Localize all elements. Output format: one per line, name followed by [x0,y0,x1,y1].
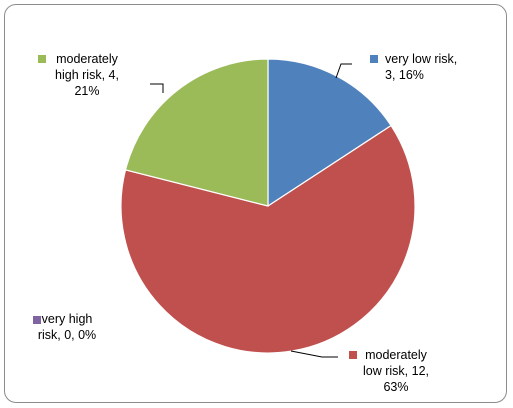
legend-key-marker [370,55,378,63]
legend-key-marker [38,55,46,63]
pie-slice-very-low-risk [267,58,392,208]
data-label-very-low-risk: very low risk, 3, 16% [385,52,457,82]
data-label-moderately-low-risk: moderately low risk, 12, 63% [363,348,429,394]
leader-line [150,83,164,93]
legend-key-marker [349,351,357,359]
leader-line [335,63,352,79]
leader-line [290,350,338,358]
pie-slice-moderately-high-risk [124,58,269,207]
legend-key-marker [33,316,41,324]
data-label-moderately-high-risk: moderately high risk, 4, 21% [55,52,119,98]
data-label-very-high-risk: very high risk, 0, 0% [38,312,96,342]
